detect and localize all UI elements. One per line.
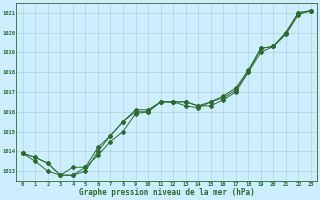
X-axis label: Graphe pression niveau de la mer (hPa): Graphe pression niveau de la mer (hPa)	[79, 188, 255, 197]
